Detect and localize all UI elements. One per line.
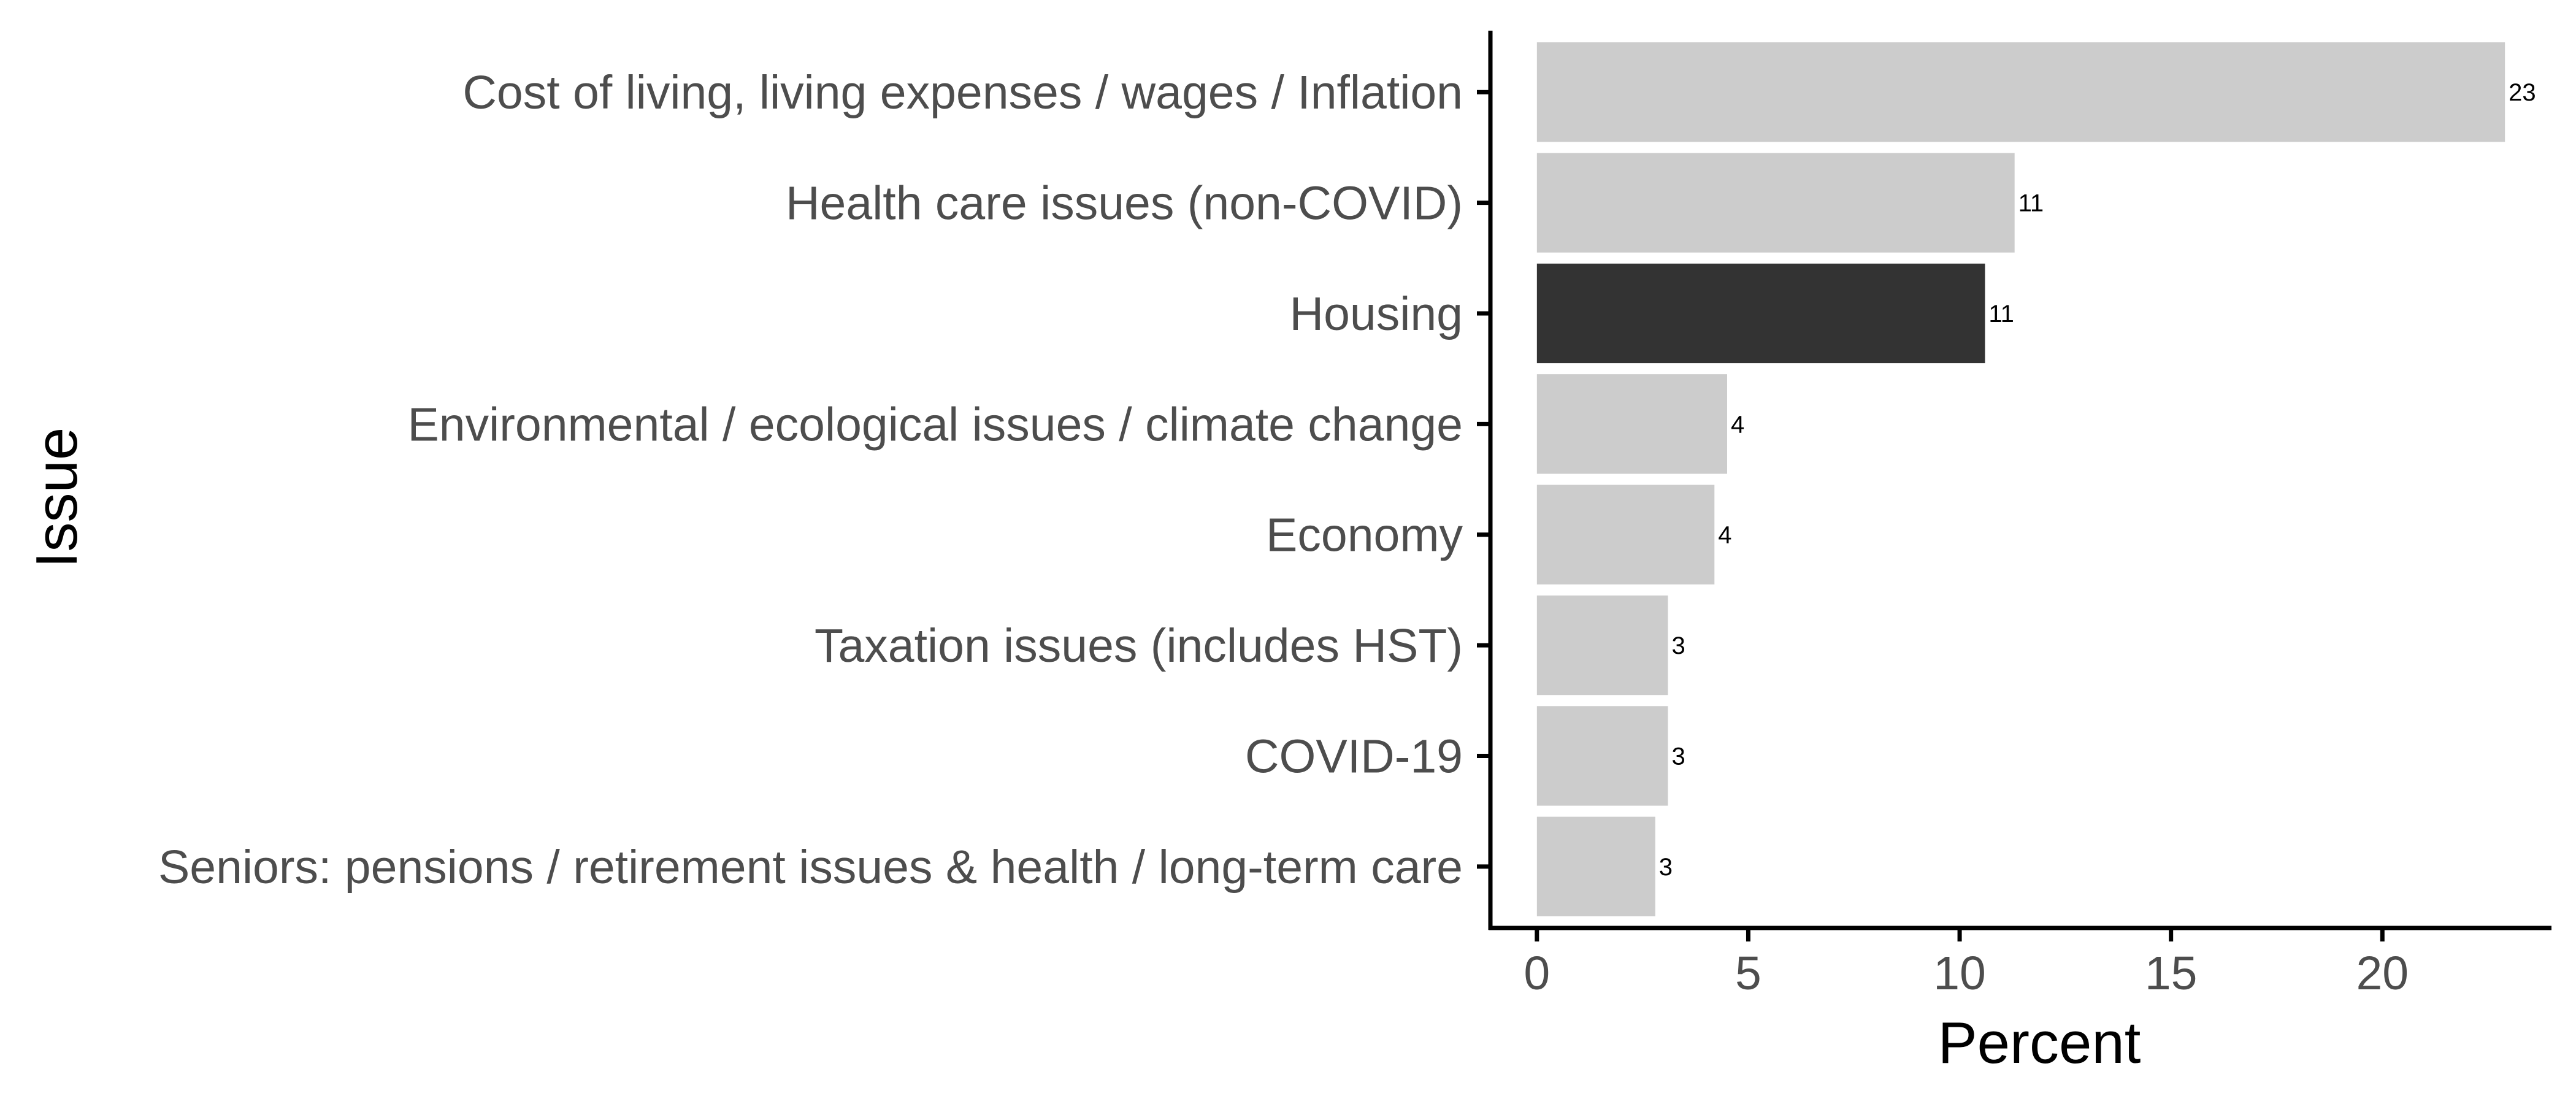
- category-label: Economy: [1266, 509, 1463, 562]
- x-tick-label: 10: [1933, 947, 1986, 1000]
- y-axis-ticks: [1477, 90, 1490, 869]
- x-axis-title: Percent: [1938, 1010, 2141, 1076]
- category-label: Environmental / ecological issues / clim…: [407, 398, 1463, 451]
- bar-8: [1536, 816, 1655, 916]
- y-axis-title: Issue: [24, 427, 90, 568]
- category-label: Housing: [1289, 288, 1463, 340]
- bars: [1536, 42, 2505, 916]
- data-label: 11: [2018, 190, 2044, 217]
- data-label: 3: [1671, 743, 1685, 770]
- category-label: Health care issues (non-COVID): [786, 177, 1463, 230]
- category-label: Seniors: pensions / retirement issues & …: [158, 841, 1463, 894]
- data-label: 4: [1731, 411, 1744, 438]
- bar-5: [1536, 485, 1715, 585]
- data-labels: 23 11 11 4 4 3 3 3: [1659, 79, 2536, 881]
- data-label: 23: [2509, 79, 2536, 106]
- category-labels: Cost of living, living expenses / wages …: [158, 66, 1463, 894]
- bar-4: [1536, 374, 1727, 474]
- x-tick-label: 20: [2356, 947, 2409, 1000]
- data-label: 3: [1671, 632, 1685, 659]
- x-tick-label: 5: [1735, 947, 1761, 1000]
- bar-6: [1536, 595, 1668, 696]
- bar-2: [1536, 153, 2015, 253]
- category-label: Cost of living, living expenses / wages …: [462, 66, 1463, 119]
- data-label: 11: [1988, 301, 2014, 328]
- category-label: Taxation issues (includes HST): [815, 619, 1463, 672]
- bar-7: [1536, 706, 1668, 806]
- category-label: COVID-19: [1245, 730, 1463, 783]
- x-tick-label: 15: [2145, 947, 2198, 1000]
- x-axis-ticks: 0 5 10 15 20: [1524, 928, 2409, 1000]
- data-label: 3: [1659, 854, 1673, 881]
- x-tick-label: 0: [1524, 947, 1550, 1000]
- bar-3: [1536, 263, 1985, 364]
- data-label: 4: [1718, 522, 1731, 549]
- bar-1: [1536, 42, 2505, 142]
